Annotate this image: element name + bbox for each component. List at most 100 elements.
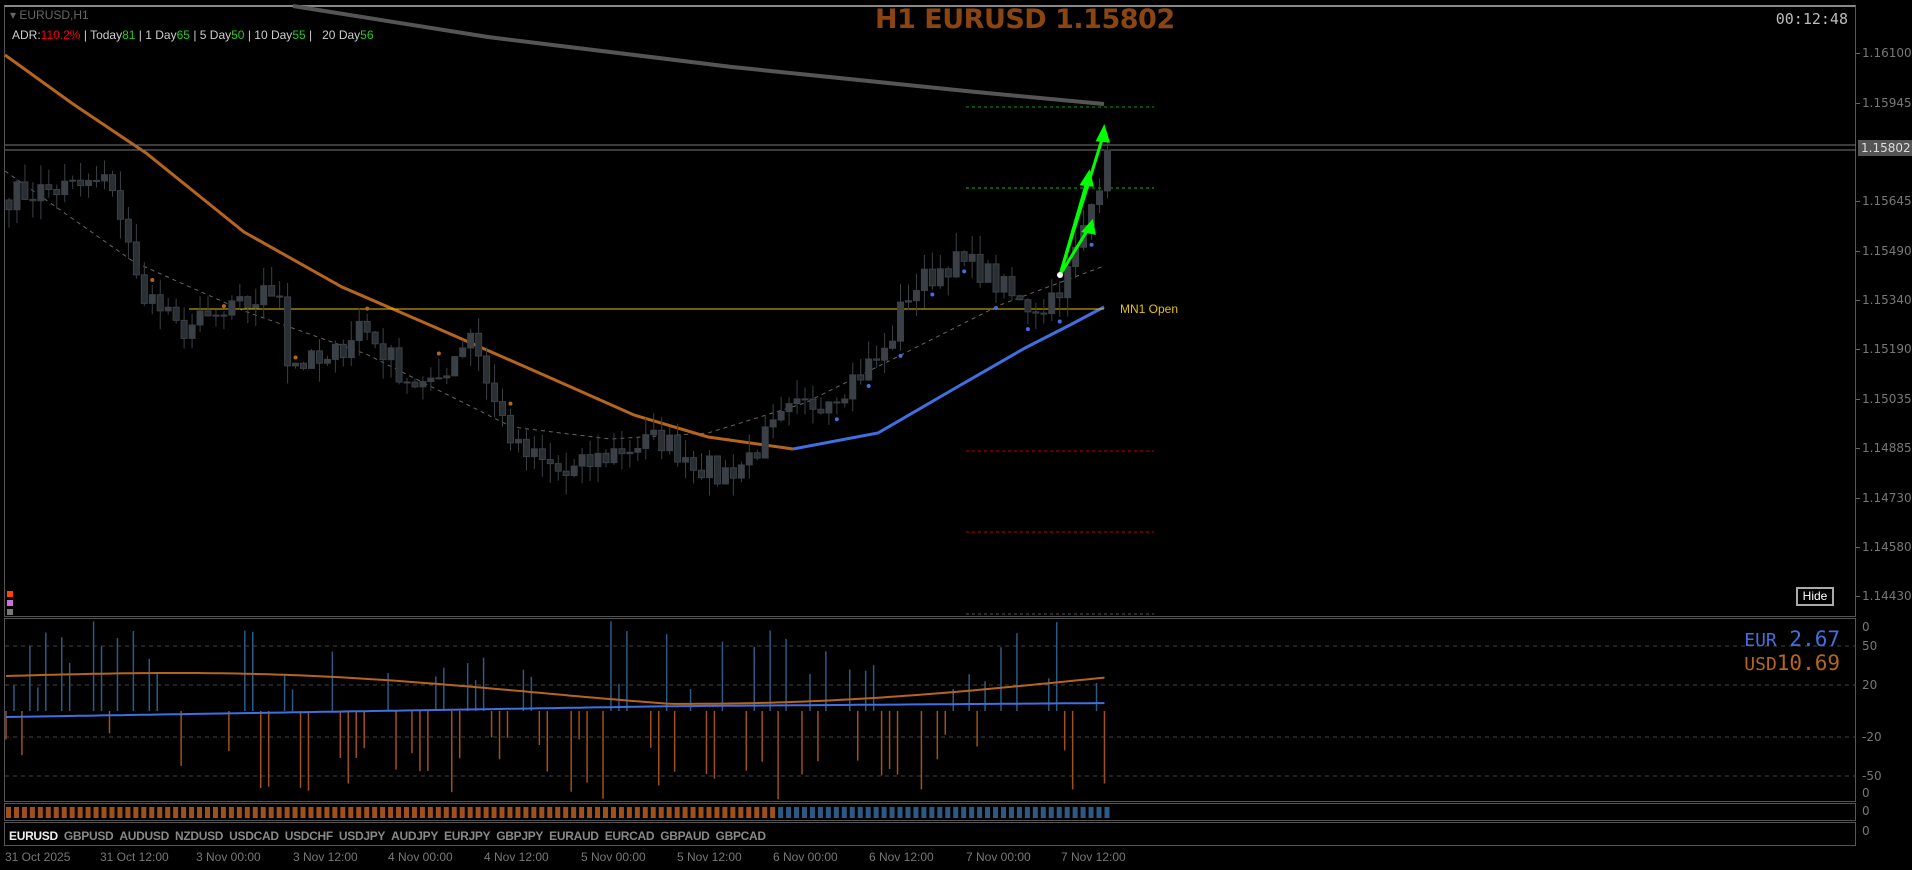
strength-bars-panel — [4, 803, 1856, 821]
strength-block — [1104, 807, 1110, 818]
candle — [522, 438, 530, 458]
price-chart-panel[interactable] — [4, 5, 1856, 617]
price-tick-label: 1.15340 — [1862, 293, 1912, 308]
candle — [912, 290, 920, 302]
candle — [61, 180, 69, 196]
strength-block — [865, 807, 871, 818]
signal-dot — [866, 384, 871, 389]
candle — [785, 403, 793, 413]
candle — [347, 340, 355, 359]
candle — [658, 429, 666, 452]
symbol-tab-usdchf[interactable]: USDCHF — [284, 829, 334, 843]
symbol-tab-nzdusd[interactable]: NZDUSD — [174, 829, 224, 843]
candle — [881, 347, 889, 361]
strength-block — [523, 807, 529, 818]
strength-block — [45, 807, 51, 818]
candle — [506, 414, 514, 444]
candle — [172, 306, 180, 321]
strength-block — [969, 807, 975, 818]
time-tick-label: 5 Nov 00:00 — [581, 850, 646, 864]
strength-block — [53, 807, 59, 818]
candle — [729, 467, 737, 479]
d20-value: 56 — [360, 28, 374, 42]
strength-block — [841, 807, 847, 818]
candle — [968, 253, 976, 262]
candle — [745, 452, 753, 466]
candle — [435, 377, 443, 380]
strength-block — [1096, 807, 1102, 818]
strength-block — [897, 807, 903, 818]
signal-dot — [834, 417, 839, 422]
candle — [578, 454, 586, 467]
price-tick — [1856, 53, 1860, 54]
candle — [666, 434, 674, 452]
symbol-tab-gbpusd[interactable]: GBPUSD — [63, 829, 114, 843]
strength-block — [817, 807, 823, 818]
strength-block — [1072, 807, 1078, 818]
symbol-tab-audjpy[interactable]: AUDJPY — [391, 829, 439, 843]
candle — [483, 355, 491, 384]
strength-block — [674, 807, 680, 818]
candle — [554, 463, 562, 472]
strength-block — [483, 807, 489, 818]
symbol-tab-eurjpy[interactable]: EURJPY — [444, 829, 491, 843]
indicator-tick-label: 0 — [1862, 786, 1870, 800]
candle — [1056, 292, 1064, 299]
symbol-list: EURUSD GBPUSD AUDUSD NZDUSD USDCAD USDCHF USDJ… — [9, 827, 772, 845]
adr-label: ADR: — [12, 28, 41, 42]
eur-label: EUR — [1744, 630, 1777, 651]
strength-block — [507, 807, 513, 818]
strength-block — [316, 807, 322, 818]
strength-block — [61, 807, 67, 818]
strength-block — [292, 807, 298, 818]
strength-block — [610, 807, 616, 818]
symbol-tab-usdcad[interactable]: USDCAD — [229, 829, 279, 843]
today-label: | Today — [83, 28, 123, 42]
strength-block — [220, 807, 226, 818]
strength-block — [547, 807, 553, 818]
signal-dot — [962, 269, 967, 274]
candle — [363, 320, 371, 333]
time-tick-label: 3 Nov 00:00 — [196, 850, 261, 864]
symbol-tab-gbpaud[interactable]: GBPAUD — [660, 829, 710, 843]
symbol-tab-gbpjpy[interactable]: GBPJPY — [496, 829, 544, 843]
hide-button[interactable]: Hide — [1796, 587, 1834, 606]
symbol-tab-euraud[interactable]: EURAUD — [549, 829, 599, 843]
adr-value: 110.2% — [40, 28, 81, 42]
candle — [777, 411, 785, 421]
strength-block — [961, 807, 967, 818]
candle — [307, 350, 315, 369]
symbol-tab-gbpcad[interactable]: GBPCAD — [715, 829, 767, 843]
arrow-head — [1079, 169, 1094, 187]
strength-block — [37, 807, 43, 818]
strength-block — [205, 807, 210, 818]
strength-block — [809, 807, 815, 818]
candle — [252, 304, 260, 309]
candle — [284, 296, 292, 367]
candle — [849, 374, 857, 400]
currency-strength-panel[interactable] — [4, 618, 1856, 802]
candle — [674, 434, 682, 463]
strength-block — [173, 807, 179, 818]
symbol-tab-eurcad[interactable]: EURCAD — [604, 829, 655, 843]
strength-block — [125, 807, 131, 818]
symbol-tab-audusd[interactable]: AUDUSD — [119, 829, 169, 843]
candle — [1000, 276, 1008, 293]
candle — [944, 268, 952, 278]
strength-block — [189, 807, 195, 818]
signal-dot — [436, 351, 441, 356]
strength-block — [714, 807, 720, 818]
strength-block — [13, 807, 19, 818]
candle — [228, 300, 236, 316]
candle — [650, 429, 658, 436]
candle — [594, 452, 602, 468]
strength-block — [85, 807, 91, 818]
price-tick — [1856, 300, 1860, 302]
symbol-tab-eurusd[interactable]: EURUSD — [9, 829, 58, 843]
candle — [427, 377, 435, 383]
strength-block — [260, 807, 266, 818]
candle — [29, 198, 37, 202]
price-tick — [1856, 103, 1860, 105]
symbol-tab-usdjpy[interactable]: USDJPY — [338, 829, 386, 843]
